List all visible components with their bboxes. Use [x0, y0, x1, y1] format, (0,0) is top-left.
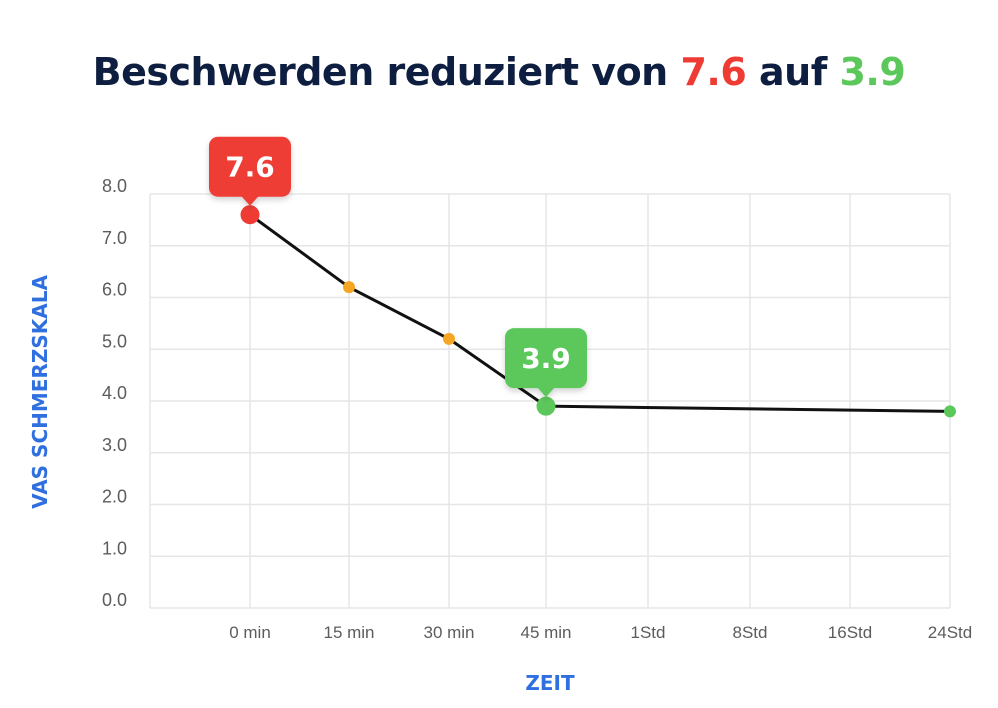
series-line: [248, 213, 952, 413]
x-tick-label: 30 min: [423, 623, 474, 642]
data-point: [343, 281, 355, 294]
callouts: 7.6 3.9: [209, 136, 587, 398]
data-point: [944, 405, 956, 418]
title-prefix: Beschwerden reduziert von: [92, 50, 681, 94]
title-to-value: 3.9: [839, 50, 906, 94]
y-tick-label: 1.0: [102, 538, 127, 558]
y-tick-labels: 0.0 1.0 2.0 3.0 4.0 5.0 6.0 7.0 8.0: [102, 176, 127, 610]
callout-label: 3.9: [521, 342, 571, 375]
y-tick-label: 0.0: [102, 590, 127, 610]
callout-box: [209, 136, 291, 197]
value-callout: 7.6: [209, 136, 291, 206]
x-tick-label: 1Std: [631, 623, 666, 642]
y-tick-label: 4.0: [102, 383, 127, 403]
y-axis-label: VAS SCHMERZSKALA: [28, 275, 52, 509]
y-tick-label: 6.0: [102, 280, 127, 300]
chart-title: Beschwerden reduziert von 7.6 auf 3.9: [0, 50, 998, 94]
data-point: [240, 205, 260, 225]
title-from-value: 7.6: [680, 50, 747, 94]
callout-label: 7.6: [225, 151, 275, 184]
x-tick-labels: 0 min 15 min 30 min 45 min 1Std 8Std 16Std 24St…: [229, 623, 972, 642]
x-tick-label: 16Std: [828, 623, 872, 642]
y-tick-label: 5.0: [102, 331, 127, 351]
x-tick-label: 15 min: [323, 623, 374, 642]
callout-pointer: [537, 387, 555, 398]
y-tick-label: 3.0: [102, 435, 127, 455]
x-tick-label: 24Std: [928, 623, 972, 642]
x-tick-label: 8Std: [733, 623, 768, 642]
data-point: [443, 332, 455, 345]
data-point: [536, 396, 556, 416]
x-axis-label: ZEIT: [525, 671, 575, 695]
y-tick-label: 7.0: [102, 228, 127, 248]
callout-pointer: [241, 195, 259, 206]
title-middle: auf: [746, 50, 840, 94]
callout-box: [505, 328, 587, 389]
value-callout: 3.9: [505, 328, 587, 398]
series: [248, 213, 952, 413]
y-tick-label: 2.0: [102, 487, 127, 507]
markers: [240, 205, 956, 418]
x-tick-label: 0 min: [229, 623, 271, 642]
y-tick-label: 8.0: [102, 176, 127, 196]
x-tick-label: 45 min: [520, 623, 571, 642]
